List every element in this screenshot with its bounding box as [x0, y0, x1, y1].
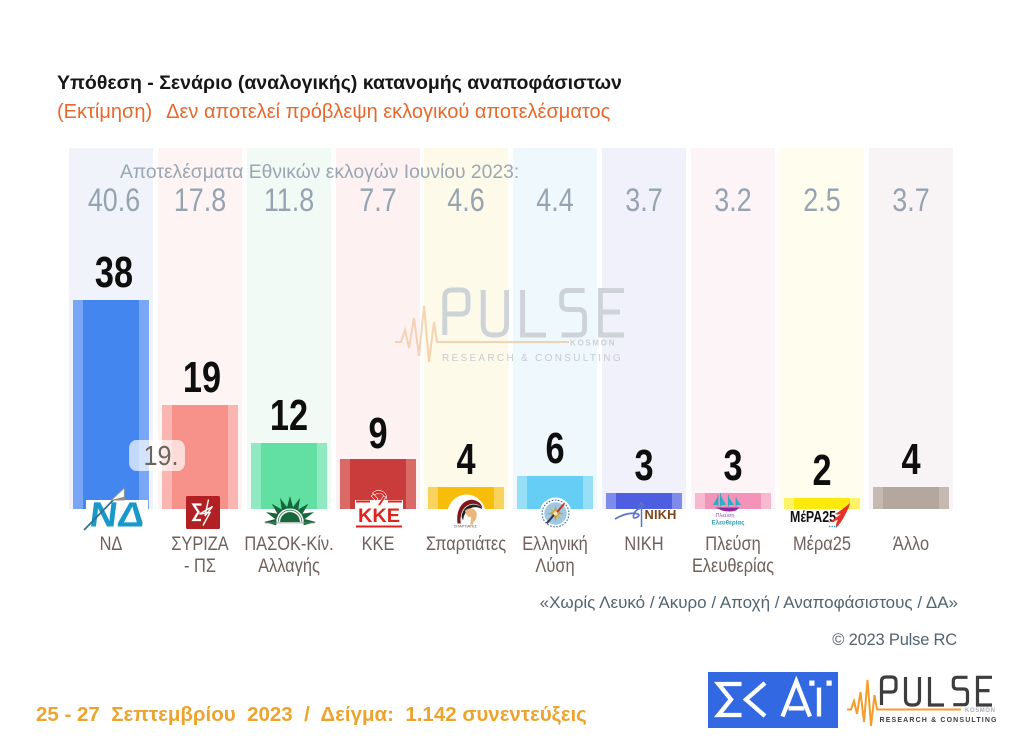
svg-text:RESEARCH & CONSULTING: RESEARCH & CONSULTING [442, 353, 623, 364]
svg-text:Πλεύση: Πλεύση [716, 513, 735, 519]
svg-text:KOSMON: KOSMON [965, 708, 996, 714]
svg-text:ΚΚΕ: ΚΚΕ [358, 506, 400, 527]
svg-text:KOSMON: KOSMON [570, 339, 616, 348]
svg-text:RESEARCH & CONSULTING: RESEARCH & CONSULTING [880, 717, 998, 724]
svg-text:ΜέΡΑ25: ΜέΡΑ25 [790, 509, 836, 526]
svg-text:ΝΙΚΗ: ΝΙΚΗ [645, 507, 677, 522]
svg-text:ΝΔ: ΝΔ [88, 496, 148, 532]
svg-text:Ελευθερίας: Ελευθερίας [712, 520, 745, 527]
svg-text:ΣΠΑΡΤΙΑΤΕΣ: ΣΠΑΡΤΙΑΤΕΣ [454, 525, 478, 529]
